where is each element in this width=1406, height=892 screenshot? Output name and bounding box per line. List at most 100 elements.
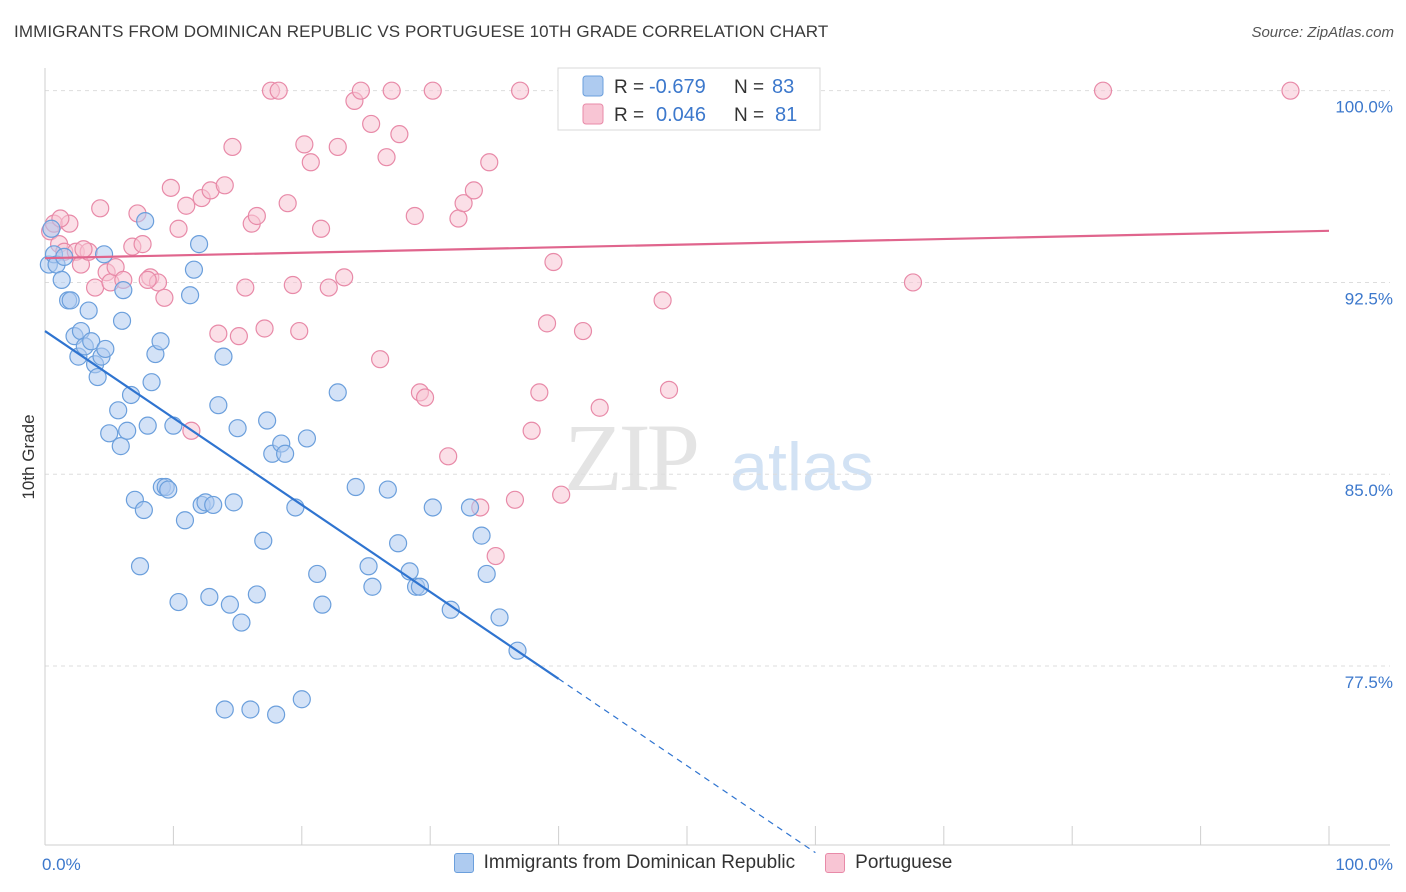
legend-swatch-pink — [582, 103, 604, 125]
dominican-point — [134, 500, 153, 520]
dominican-points — [39, 211, 527, 724]
portuguese-point — [653, 291, 672, 310]
dominican-point — [224, 493, 243, 512]
portuguese-point — [552, 485, 571, 504]
legend-label-portuguese: Portuguese — [855, 852, 953, 873]
dominican-point — [441, 600, 460, 619]
legend-item-portuguese: Portuguese — [825, 852, 952, 874]
portuguese-point — [133, 235, 152, 254]
dominican-point — [136, 211, 155, 231]
watermark-atlas: atlas — [730, 429, 874, 505]
portuguese-point — [659, 380, 679, 399]
axes — [44, 68, 1390, 846]
dominican-point — [118, 421, 137, 440]
legend-r-label-blue: R = — [614, 77, 644, 98]
portuguese-point — [215, 176, 234, 195]
dominican-point — [378, 480, 397, 499]
portuguese-point — [480, 153, 499, 172]
dominican-point — [292, 690, 311, 709]
portuguese-point — [371, 350, 390, 369]
legend-item-dominican: Immigrants from Dominican Republic — [453, 852, 796, 874]
portuguese-point — [510, 81, 530, 100]
x-tick-label: 0.0% — [42, 855, 81, 874]
dominican-point — [209, 396, 228, 415]
dominican-point — [112, 311, 132, 330]
portuguese-point — [382, 81, 401, 100]
dominican-point — [297, 429, 317, 448]
dominican-point — [164, 416, 183, 435]
dominican-point — [346, 477, 365, 497]
portuguese-point — [209, 324, 228, 343]
portuguese-point — [335, 268, 354, 287]
dominican-point — [138, 416, 157, 435]
dominican-point — [258, 411, 277, 430]
portuguese-point — [295, 135, 314, 154]
portuguese-point — [138, 270, 157, 290]
dominican-point — [241, 700, 260, 719]
portuguese-point — [269, 81, 288, 100]
dominican-point — [189, 235, 209, 254]
dominican-point — [142, 373, 161, 392]
portuguese-point — [177, 196, 196, 215]
portuguese-point — [423, 81, 442, 100]
legend-label-dominican: Immigrants from Dominican Republic — [483, 852, 796, 873]
portuguese-point — [236, 278, 255, 297]
dominican-point — [169, 592, 188, 612]
watermark-zip: ZIP — [564, 404, 697, 511]
dominican-point — [200, 587, 219, 607]
dominican-point — [82, 332, 101, 351]
dominican-point — [220, 595, 239, 614]
dominican-point — [247, 585, 266, 604]
portuguese-point — [362, 114, 381, 134]
dominican-point — [460, 498, 480, 517]
dominican-point — [472, 526, 491, 545]
dominican-point — [313, 595, 332, 614]
dominican-point — [204, 495, 223, 515]
dominican-point — [94, 245, 114, 264]
portuguese-point — [74, 240, 93, 259]
dominican-point — [363, 577, 382, 596]
y-tick-label: 85.0% — [1345, 481, 1393, 500]
dominican-point — [88, 367, 107, 387]
dominican-point — [111, 437, 130, 456]
y-axis-label: 10th Grade — [19, 414, 38, 499]
correlation-legend: R = -0.679 N = 83 R = 0.046 N = 81 — [557, 67, 821, 131]
legend-r-value-blue: -0.679 — [649, 76, 706, 98]
series-legend: Immigrants from Dominican Republic Portu… — [0, 852, 1406, 874]
portuguese-point — [1281, 81, 1300, 100]
portuguese-point — [1093, 81, 1113, 100]
dominican-point — [61, 291, 80, 310]
portuguese-point — [573, 321, 593, 341]
legend-n-label-blue: N = — [734, 77, 764, 98]
dominican-point — [490, 608, 509, 627]
x-tick-label: 100.0% — [1335, 855, 1393, 874]
portuguese-point — [328, 137, 347, 157]
dominican-point — [423, 498, 442, 517]
source-label: Source: ZipAtlas.com — [1251, 24, 1394, 41]
legend-swatch-dominican — [453, 853, 474, 873]
dominican-point — [228, 419, 247, 438]
portuguese-point — [319, 278, 338, 297]
dominican-point — [42, 219, 61, 238]
portuguese-point — [247, 206, 266, 226]
portuguese-point — [544, 252, 563, 272]
portuguese-point — [522, 421, 541, 440]
dominican-point — [215, 700, 234, 719]
portuguese-point — [85, 278, 105, 297]
legend-n-value-blue: 83 — [772, 76, 794, 98]
portuguese-point — [278, 194, 297, 213]
portuguese-point — [464, 181, 483, 200]
dominican-trend-extension — [558, 678, 816, 854]
dominican-point — [109, 401, 128, 420]
dominican-point — [214, 347, 233, 366]
dominican-point — [276, 444, 295, 463]
portuguese-point — [283, 275, 302, 295]
dominican-point — [308, 564, 327, 584]
portuguese-point — [390, 125, 409, 144]
dominican-point — [79, 301, 98, 320]
portuguese-point — [377, 148, 396, 167]
portuguese-point — [223, 137, 242, 157]
dominican-point — [359, 557, 378, 576]
portuguese-point — [449, 209, 468, 228]
dominican-trend-line — [44, 330, 560, 680]
